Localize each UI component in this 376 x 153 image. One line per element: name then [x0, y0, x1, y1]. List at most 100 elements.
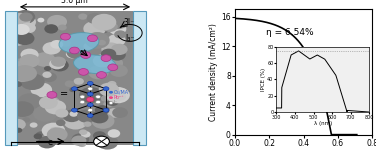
Circle shape: [51, 57, 66, 67]
Circle shape: [97, 25, 110, 33]
Circle shape: [77, 141, 86, 147]
Circle shape: [69, 87, 77, 92]
Circle shape: [19, 12, 33, 22]
Circle shape: [71, 87, 77, 91]
Circle shape: [95, 105, 109, 115]
Circle shape: [20, 23, 36, 33]
Text: 3.6 μm: 3.6 μm: [61, 0, 88, 5]
Circle shape: [9, 119, 26, 130]
Circle shape: [81, 131, 91, 138]
Circle shape: [109, 49, 126, 61]
Circle shape: [80, 95, 85, 99]
Circle shape: [88, 35, 97, 42]
Circle shape: [108, 64, 118, 71]
Circle shape: [80, 100, 85, 104]
Circle shape: [86, 97, 94, 102]
Circle shape: [108, 129, 120, 138]
Circle shape: [97, 72, 106, 78]
Circle shape: [66, 49, 79, 58]
Circle shape: [102, 56, 123, 70]
Circle shape: [14, 24, 30, 35]
Circle shape: [77, 110, 97, 123]
Circle shape: [44, 66, 51, 71]
Circle shape: [101, 42, 121, 56]
Circle shape: [70, 111, 78, 117]
Circle shape: [16, 69, 30, 79]
Circle shape: [109, 96, 113, 99]
Circle shape: [99, 83, 119, 96]
Circle shape: [103, 60, 116, 69]
Circle shape: [110, 65, 128, 77]
Circle shape: [97, 135, 118, 150]
Circle shape: [107, 59, 120, 67]
Circle shape: [15, 10, 35, 24]
Circle shape: [15, 128, 22, 133]
Circle shape: [83, 121, 91, 127]
Circle shape: [106, 13, 129, 29]
Circle shape: [74, 78, 84, 85]
Circle shape: [47, 91, 57, 98]
Text: Cs/MA⁺: Cs/MA⁺: [114, 89, 132, 94]
Circle shape: [39, 96, 58, 109]
Circle shape: [20, 73, 45, 90]
Circle shape: [13, 65, 37, 82]
Circle shape: [106, 97, 119, 106]
Circle shape: [40, 96, 60, 110]
Circle shape: [15, 32, 35, 45]
Circle shape: [65, 80, 74, 87]
Circle shape: [20, 54, 39, 68]
Circle shape: [111, 44, 127, 55]
Circle shape: [85, 32, 110, 49]
Text: I₃⁻: I₃⁻: [125, 34, 135, 43]
Text: 3I⁻: 3I⁻: [123, 18, 134, 27]
Circle shape: [87, 103, 93, 107]
Circle shape: [103, 87, 109, 91]
Circle shape: [71, 136, 86, 146]
Circle shape: [87, 13, 103, 24]
Circle shape: [62, 110, 81, 122]
Y-axis label: Current density (mA/cm²): Current density (mA/cm²): [209, 23, 218, 121]
Circle shape: [92, 14, 116, 30]
Circle shape: [106, 87, 130, 103]
Text: e⁻: e⁻: [47, 138, 57, 147]
Circle shape: [47, 15, 67, 28]
Ellipse shape: [74, 55, 116, 74]
Circle shape: [103, 108, 109, 112]
Circle shape: [67, 46, 85, 59]
Circle shape: [39, 134, 56, 147]
Circle shape: [33, 105, 58, 122]
Circle shape: [14, 82, 22, 87]
Circle shape: [96, 95, 101, 99]
Circle shape: [38, 55, 51, 63]
Circle shape: [12, 62, 31, 75]
Bar: [133, 11, 146, 145]
Circle shape: [114, 93, 126, 101]
Circle shape: [33, 133, 42, 139]
Circle shape: [35, 131, 47, 139]
Circle shape: [101, 55, 111, 62]
Circle shape: [100, 95, 109, 102]
Ellipse shape: [59, 33, 99, 53]
Circle shape: [102, 21, 118, 32]
Circle shape: [71, 108, 77, 112]
Circle shape: [9, 13, 30, 28]
Circle shape: [103, 101, 113, 107]
Circle shape: [47, 127, 68, 142]
Circle shape: [93, 54, 112, 67]
Circle shape: [23, 117, 30, 122]
Circle shape: [56, 119, 65, 126]
Circle shape: [93, 131, 106, 140]
Circle shape: [83, 21, 106, 36]
Circle shape: [61, 33, 70, 40]
Circle shape: [8, 61, 32, 77]
Circle shape: [92, 113, 114, 129]
Circle shape: [50, 59, 69, 71]
Circle shape: [61, 40, 71, 47]
Circle shape: [8, 33, 27, 46]
Circle shape: [47, 57, 65, 69]
Circle shape: [23, 54, 31, 59]
Text: η = 6.54%: η = 6.54%: [266, 28, 314, 37]
Circle shape: [79, 87, 103, 103]
Circle shape: [101, 49, 116, 59]
Circle shape: [38, 136, 56, 148]
